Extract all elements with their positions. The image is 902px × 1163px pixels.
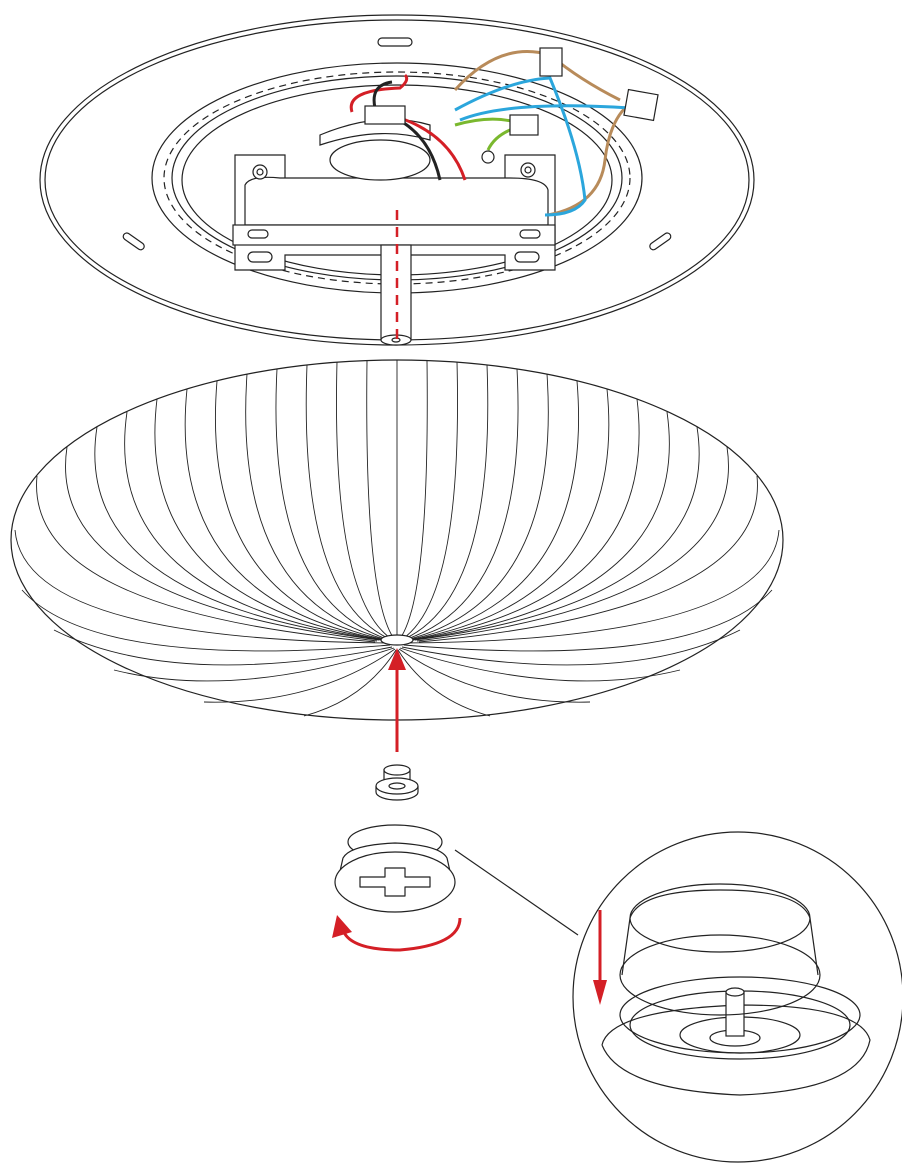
detail-view	[455, 832, 902, 1162]
bushing	[376, 765, 418, 800]
rotate-arrow	[332, 915, 460, 950]
knob	[335, 825, 455, 912]
assembly-diagram	[0, 0, 902, 1163]
page	[0, 0, 902, 1163]
